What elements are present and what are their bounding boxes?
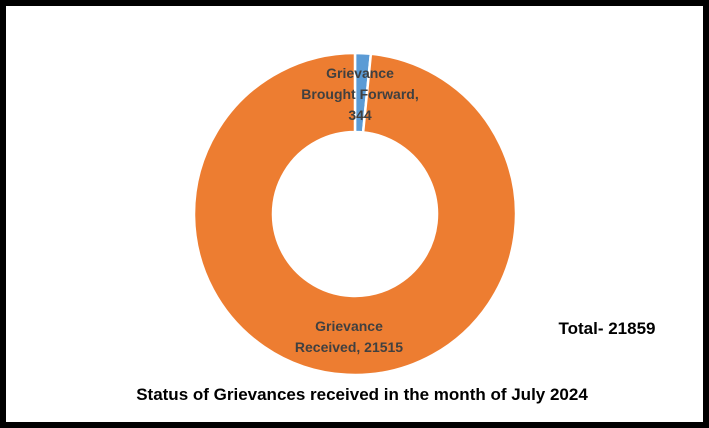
slice-label-line: Grievance xyxy=(315,318,383,334)
total-label: Total- 21859 xyxy=(558,319,655,338)
slice-label-grievance-received: Grievance Received, 21515 xyxy=(295,318,403,355)
slice-label-line: Brought Forward, xyxy=(301,86,418,102)
slice-label-grievance-brought-forward: Grievance Brought Forward, 344 xyxy=(301,65,418,123)
slice-labels: Grievance Brought Forward, 344 Grievance Rec… xyxy=(295,65,419,355)
chart-title: Status of Grievances received in the mon… xyxy=(136,385,588,404)
slice-grievance-received xyxy=(192,51,518,377)
slice-label-line: Grievance xyxy=(326,65,394,81)
slice-label-line: 344 xyxy=(348,107,372,123)
slice-label-line: Received, 21515 xyxy=(295,339,403,355)
donut-slices xyxy=(192,51,518,377)
